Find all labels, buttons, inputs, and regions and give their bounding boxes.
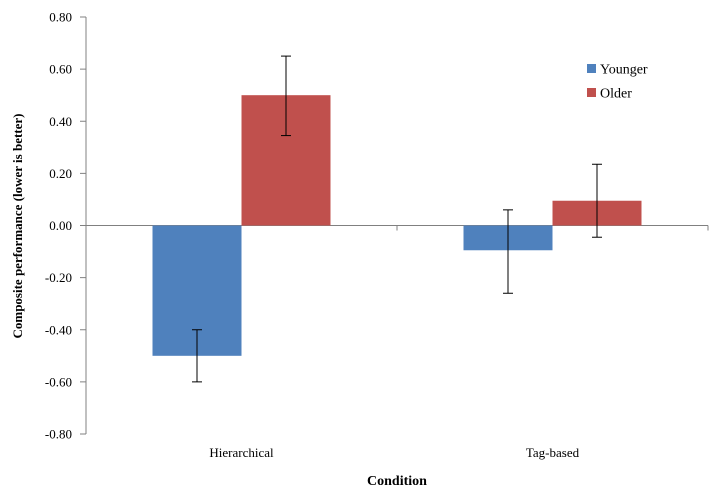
legend-swatch-older: [587, 88, 596, 97]
y-axis: 0.80 0.60 0.40 0.20 0.00 -0.20 -0.40 -0.60 -0.80: [45, 10, 87, 442]
x-tick-label: Hierarchical: [209, 445, 274, 460]
y-tick-label: 0.40: [49, 114, 72, 129]
x-tick-labels: Hierarchical Tag-based: [209, 445, 579, 460]
legend: Younger Older: [587, 63, 648, 102]
x-tick-label: Tag-based: [526, 445, 580, 460]
x-axis-title: Condition: [367, 474, 427, 489]
error-bars: [192, 55, 602, 383]
y-tick-label: -0.80: [45, 427, 72, 442]
y-tick-label: 0.80: [49, 10, 72, 25]
y-tick-label: -0.60: [45, 374, 72, 389]
legend-swatch-younger: [587, 64, 596, 73]
y-tick-label: 0.20: [49, 166, 72, 181]
legend-label-older: Older: [600, 87, 632, 102]
y-tick-label: 0.00: [49, 218, 72, 233]
y-tick-label: -0.40: [45, 322, 72, 337]
y-axis-title: Composite performance (lower is better): [10, 113, 25, 338]
legend-label-younger: Younger: [600, 63, 648, 78]
y-tick-label: -0.20: [45, 270, 72, 285]
y-tick-label: 0.60: [49, 62, 72, 77]
